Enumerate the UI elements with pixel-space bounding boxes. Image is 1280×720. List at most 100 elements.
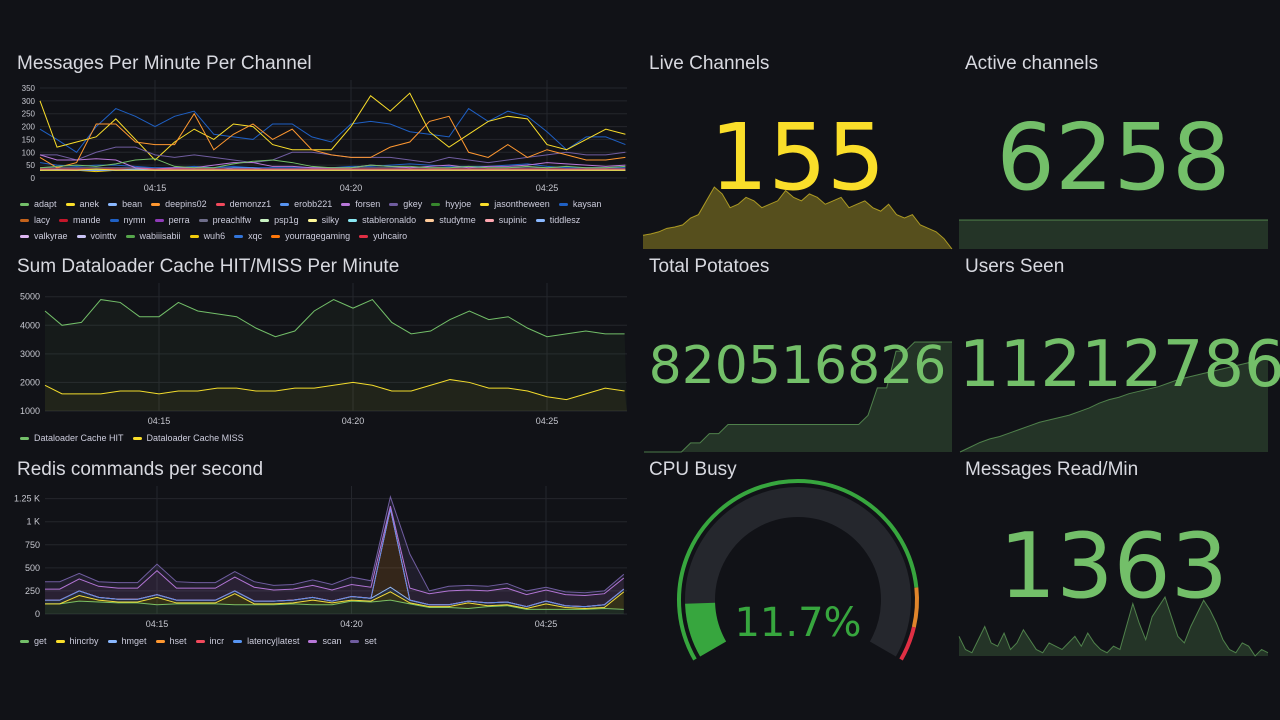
legend-swatch	[484, 218, 494, 222]
legend-item[interactable]: get	[20, 636, 47, 646]
series-line-Dataloader Cache MISS	[44, 379, 625, 401]
legend-label: mande	[73, 215, 101, 225]
legend-item[interactable]: hmget	[107, 636, 147, 646]
legend-item[interactable]: scan	[308, 636, 341, 646]
legend-item[interactable]: hyyjoe	[431, 199, 471, 209]
x-tick-label: 04:20	[340, 619, 363, 629]
x-tick-label: 04:25	[536, 183, 559, 193]
series-area-hmget	[45, 587, 624, 609]
panel-title-messages[interactable]: Messages Per Minute Per Channel	[17, 53, 312, 74]
legend-swatch	[308, 639, 318, 643]
legend-item[interactable]: perra	[154, 215, 190, 225]
panel-title-cache[interactable]: Sum Dataloader Cache HIT/MISS Per Minute	[17, 256, 400, 277]
legend-item[interactable]: supinic	[484, 215, 527, 225]
legend-item[interactable]: deepins02	[151, 199, 207, 209]
legend-swatch	[348, 218, 358, 222]
legend-label: perra	[168, 215, 190, 225]
panel-title-live[interactable]: Live Channels	[649, 53, 770, 74]
legend-label: silky	[321, 215, 340, 225]
legend-label: psp1g	[274, 215, 299, 225]
panel-title-cpu[interactable]: CPU Busy	[649, 459, 737, 480]
series-line-adapt	[39, 158, 626, 169]
legend-item[interactable]: studytme	[425, 215, 476, 225]
legend-label: kaysan	[572, 199, 602, 209]
legend-item[interactable]: vointtv	[76, 231, 117, 241]
legend-item[interactable]: lacy	[20, 215, 50, 225]
legend-swatch	[151, 202, 161, 206]
legend-item[interactable]: hincrby	[55, 636, 99, 646]
panel-title-users[interactable]: Users Seen	[965, 256, 1065, 277]
legend-item[interactable]: psp1g	[260, 215, 299, 225]
legend-item[interactable]: silky	[307, 215, 340, 225]
legend-item[interactable]: mande	[59, 215, 101, 225]
legend-swatch	[132, 436, 142, 440]
y-tick-label: 1000	[20, 406, 40, 416]
legend-item[interactable]: adapt	[20, 199, 57, 209]
cache-legend: Dataloader Cache HIT Dataloader Cache MIS…	[20, 433, 630, 443]
legend-item[interactable]: wuh6	[189, 231, 226, 241]
legend-item[interactable]: jasontheween	[480, 199, 550, 209]
legend-item[interactable]: xqc	[234, 231, 262, 241]
panel-title-active[interactable]: Active channels	[965, 53, 1099, 74]
legend-item[interactable]: bean	[108, 199, 142, 209]
legend-item[interactable]: erobb221	[280, 199, 332, 209]
messages-read-sparkline	[958, 595, 1269, 657]
series-line-scan	[45, 505, 625, 597]
legend-swatch	[109, 218, 119, 222]
legend-swatch	[154, 218, 164, 222]
legend-label: forsen	[355, 199, 381, 209]
legend-item[interactable]: anek	[65, 199, 99, 209]
legend-item[interactable]: stableronaldo	[348, 215, 416, 225]
cpu-busy-value: 11.7%	[734, 600, 862, 646]
y-tick-label: 250	[25, 586, 40, 596]
series-line-anek	[40, 168, 626, 171]
legend-swatch	[59, 218, 69, 222]
x-tick-label: 04:20	[342, 416, 365, 426]
legend-label: preachlfw	[212, 215, 252, 225]
total-potatoes-sparkline	[644, 341, 952, 453]
legend-item[interactable]: preachlfw	[198, 215, 252, 225]
series-area-set	[45, 496, 624, 596]
legend-item[interactable]: kaysan	[558, 199, 602, 209]
y-tick-label: 200	[22, 123, 36, 132]
legend-label: jasontheween	[494, 199, 550, 209]
legend-label: wuh6	[203, 231, 226, 241]
x-tick-label: 04:15	[146, 619, 169, 629]
legend-item[interactable]: wabiiisabii	[125, 231, 181, 241]
panel-title-messages-read[interactable]: Messages Read/Min	[965, 459, 1139, 480]
cpu-busy-gauge	[677, 479, 919, 661]
legend-item[interactable]: forsen	[341, 199, 380, 209]
sparkline-line	[959, 357, 1269, 453]
legend-label: get	[34, 636, 47, 646]
y-tick-label: 750	[25, 540, 40, 550]
legend-item[interactable]: latency|latest	[233, 636, 299, 646]
sparkline-line	[958, 595, 1269, 657]
y-tick-label: 100	[22, 148, 36, 157]
gauge-threshold-arc	[911, 587, 919, 628]
legend-item[interactable]: Dataloader Cache MISS	[132, 433, 244, 443]
legend-label: set	[364, 636, 377, 646]
legend-item[interactable]: yourragegaming	[271, 231, 350, 241]
legend-item[interactable]: nymn	[109, 215, 146, 225]
legend-label: latency|latest	[247, 636, 300, 646]
legend-item[interactable]: tiddlesz	[535, 215, 580, 225]
legend-item[interactable]: hset	[155, 636, 187, 646]
messages-read-value: 1363	[998, 514, 1229, 619]
panel-title-potatoes[interactable]: Total Potatoes	[649, 256, 770, 277]
legend-item[interactable]: valkyrae	[20, 231, 68, 241]
legend-swatch	[535, 218, 545, 222]
legend-item[interactable]: Dataloader Cache HIT	[20, 433, 124, 443]
gauge-threshold-arc	[899, 626, 916, 661]
legend-item[interactable]: gkey	[389, 199, 422, 209]
messages-per-minute-chart: 0 50 100 150 200 250 300 350 04:15 04:20 04:25	[22, 80, 627, 193]
legend-item[interactable]: yuhcairo	[359, 231, 407, 241]
panel-title-redis[interactable]: Redis commands per second	[17, 459, 264, 480]
legend-swatch	[55, 639, 65, 643]
legend-item[interactable]: demonzz1	[215, 199, 271, 209]
legend-label: nymn	[123, 215, 146, 225]
legend-swatch	[20, 202, 29, 206]
legend-item[interactable]: set	[350, 636, 376, 646]
legend-item[interactable]: incr	[195, 636, 224, 646]
legend-swatch	[271, 234, 281, 238]
legend-swatch	[280, 202, 290, 206]
